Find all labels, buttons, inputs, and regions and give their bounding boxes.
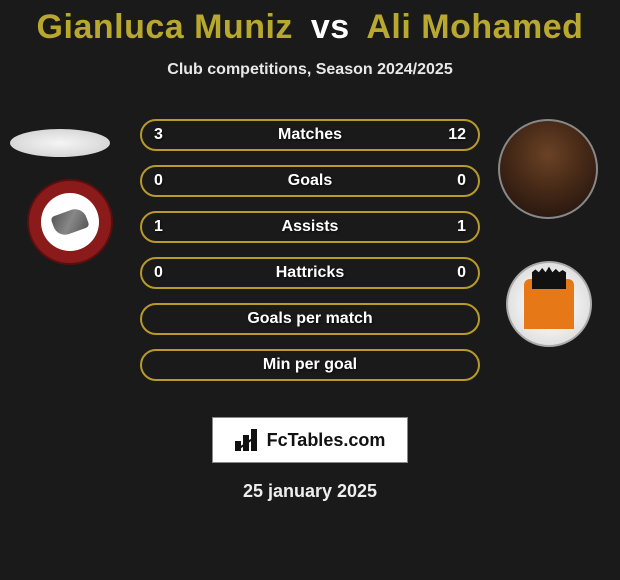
stat-right-value: 12 (448, 126, 466, 144)
club2-logo (506, 261, 592, 347)
brand-badge: FcTables.com (212, 417, 408, 463)
player2-name: Ali Mohamed (366, 8, 583, 46)
stat-left-value: 0 (154, 264, 163, 282)
stat-left-value: 0 (154, 172, 163, 190)
stat-right-value: 0 (457, 172, 466, 190)
brand-text: FcTables.com (267, 430, 386, 451)
stat-label: Hattricks (142, 264, 478, 282)
stat-label: Matches (142, 126, 478, 144)
club1-logo (27, 179, 113, 265)
comparison-panel: 3 Matches 12 0 Goals 0 1 Assists 1 0 Hat… (0, 119, 620, 399)
stats-column: 3 Matches 12 0 Goals 0 1 Assists 1 0 Hat… (140, 119, 480, 395)
stat-label: Goals per match (142, 310, 478, 328)
player1-name: Gianluca Muniz (37, 8, 293, 46)
brand-inner: FcTables.com (235, 429, 386, 451)
date-text: 25 january 2025 (0, 481, 620, 502)
subtitle: Club competitions, Season 2024/2025 (0, 61, 620, 79)
stat-left-value: 3 (154, 126, 163, 144)
stat-left-value: 1 (154, 218, 163, 236)
club2-logo-inner (524, 279, 574, 329)
club1-logo-inner (41, 193, 99, 251)
stat-row-min-per-goal: Min per goal (140, 349, 480, 381)
stat-row-hattricks: 0 Hattricks 0 (140, 257, 480, 289)
stat-right-value: 0 (457, 264, 466, 282)
stat-label: Goals (142, 172, 478, 190)
stat-row-matches: 3 Matches 12 (140, 119, 480, 151)
stat-row-assists: 1 Assists 1 (140, 211, 480, 243)
comparison-title: Gianluca Muniz vs Ali Mohamed (0, 0, 620, 47)
stat-row-goals: 0 Goals 0 (140, 165, 480, 197)
bar-chart-icon (235, 429, 261, 451)
vs-text: vs (311, 8, 350, 46)
player1-photo (10, 129, 110, 157)
player2-photo (498, 119, 598, 219)
stat-right-value: 1 (457, 218, 466, 236)
stat-row-goals-per-match: Goals per match (140, 303, 480, 335)
stat-label: Min per goal (142, 356, 478, 374)
stat-label: Assists (142, 218, 478, 236)
